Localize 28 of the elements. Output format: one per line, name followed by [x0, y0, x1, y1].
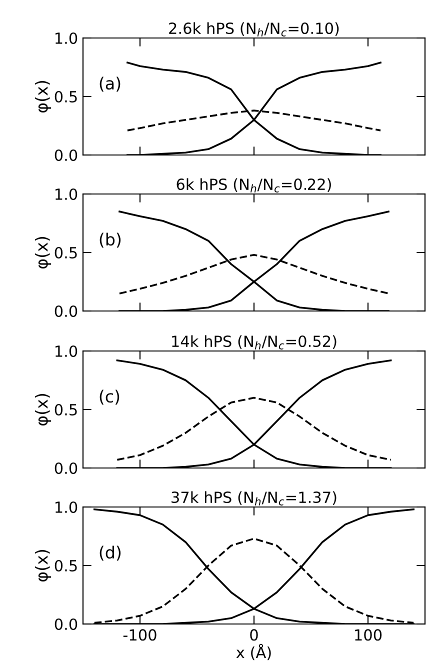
chart-title: 37k hPS (N$_{h}$/N$_{c}$=1.37): [172, 491, 336, 506]
chart-title: 14k hPS (N$_{h}$/N$_{c}$=0.52): [172, 335, 336, 350]
y-tick-label: 0.0: [54, 618, 78, 630]
annotation: (b): [100, 232, 121, 248]
x-tick-label: -100: [123, 629, 156, 641]
y-axis-title: φ(x): [34, 237, 52, 269]
annotation: (d): [100, 546, 121, 561]
y-tick-label: 1.0: [56, 345, 78, 358]
y-tick-label: 0.5: [54, 404, 77, 416]
y-axis-title: φ(x): [34, 81, 52, 113]
chart-title: 2.6k hPS (N$_{h}$/N$_{c}$=0.10): [169, 22, 339, 36]
y-tick-label: 0.5: [54, 246, 77, 259]
y-tick-label: 1.0: [56, 501, 78, 514]
y-tick-label: 1.0: [56, 188, 78, 200]
y-tick-label: 0.0: [54, 462, 78, 474]
y-axis-title: φ(x): [34, 394, 52, 426]
annotation: (c): [100, 390, 120, 405]
x-tick-label: 0: [250, 629, 258, 641]
y-tick-label: 0.5: [54, 560, 77, 572]
y-tick-label: 0.0: [54, 149, 78, 162]
x-tick-label: 100: [355, 629, 382, 641]
x-axis-title: x (Å): [236, 644, 271, 660]
y-tick-label: 1.0: [56, 32, 78, 44]
annotation: (a): [100, 76, 120, 92]
chart-title: 6k hPS (N$_{h}$/N$_{c}$=0.22): [176, 178, 331, 192]
y-tick-label: 0.5: [54, 90, 77, 103]
y-tick-label: 0.0: [54, 305, 78, 318]
y-axis-title: φ(x): [34, 550, 52, 582]
